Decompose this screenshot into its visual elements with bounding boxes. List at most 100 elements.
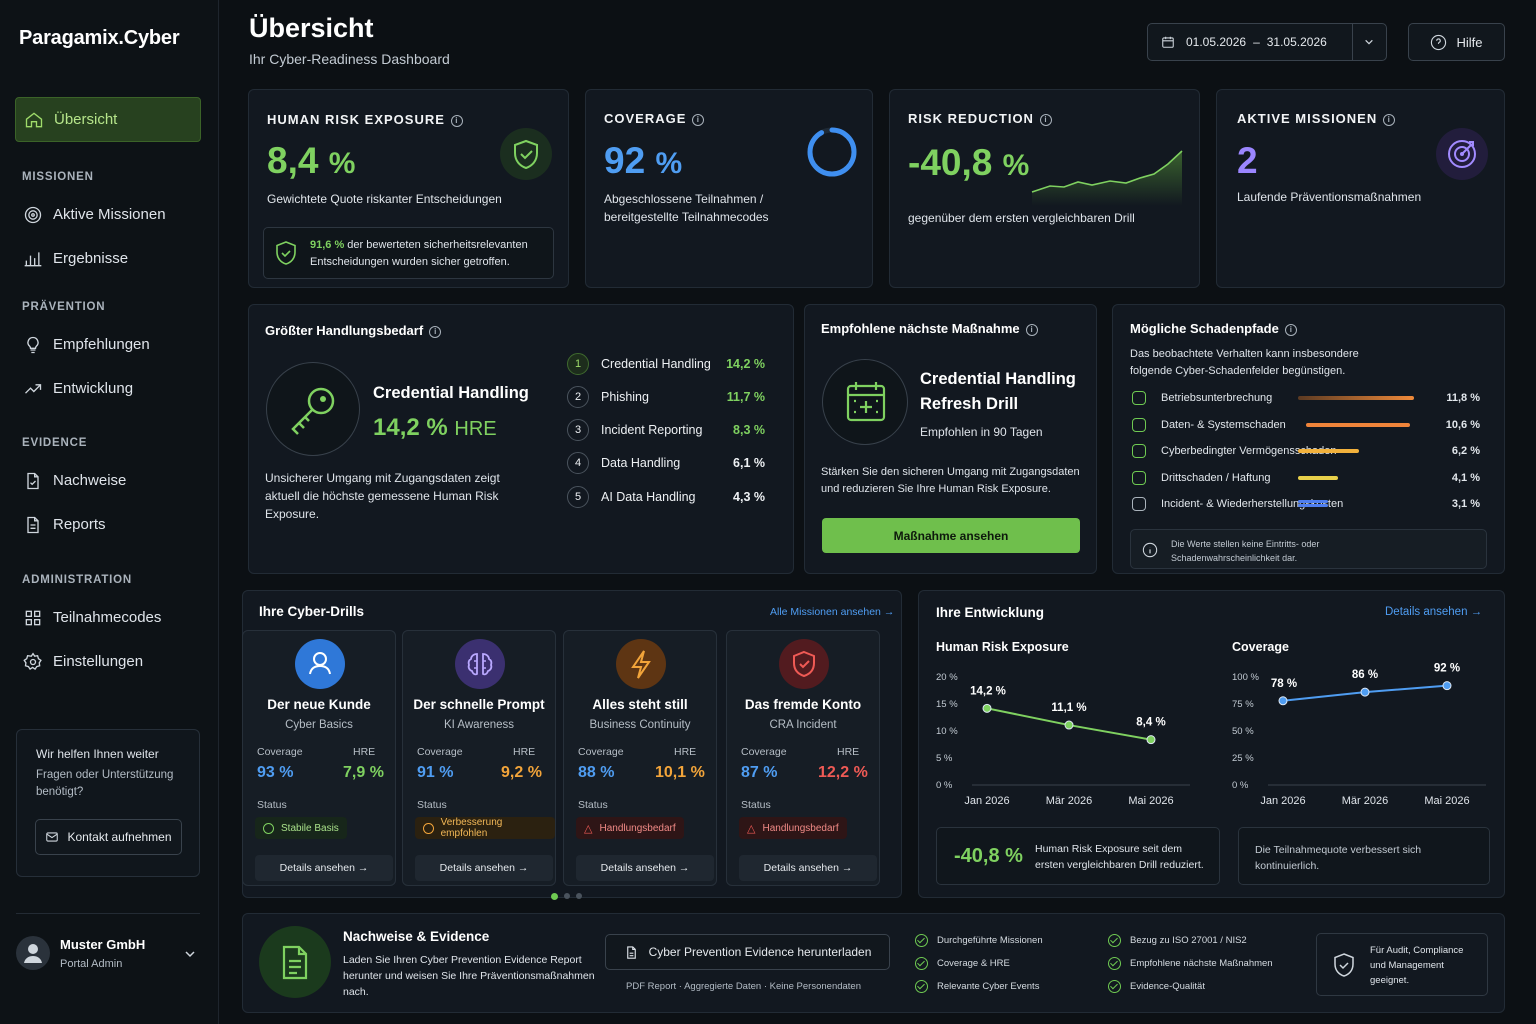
sidebar-item-active-missions[interactable]: Aktive Missionen: [15, 192, 201, 237]
kpi-hre-number: 8,4: [267, 140, 319, 181]
trend-details-link[interactable]: Details ansehen →: [1385, 606, 1483, 618]
chevron-down-icon[interactable]: [184, 948, 196, 960]
damage-item-name: Betriebsunterbrechung: [1161, 392, 1273, 404]
drill-details-button[interactable]: Details ansehen →: [739, 855, 877, 881]
sidebar-item-label: Entwicklung: [53, 380, 134, 397]
sidebar-item-settings[interactable]: Einstellungen: [15, 639, 201, 684]
view-measure-button[interactable]: Maßnahme ansehen: [822, 518, 1080, 553]
drill-details-button[interactable]: Details ansehen →: [415, 855, 553, 881]
evidence-title: Nachweise & Evidence: [343, 929, 490, 944]
info-icon[interactable]: i: [692, 114, 705, 126]
ranking-name: Data Handling: [601, 456, 681, 470]
sidebar-item-recommendations[interactable]: Empfehlungen: [15, 322, 201, 367]
damage-item-bar: [1298, 396, 1414, 400]
y-tick-label: 100 %: [1232, 672, 1259, 683]
mail-icon: [46, 832, 59, 842]
kpi-risk-value: -40,8 %: [908, 142, 1029, 184]
sidebar-item-development[interactable]: Entwicklung: [15, 366, 201, 411]
contact-button[interactable]: Kontakt aufnehmen: [35, 819, 182, 855]
ranking-item[interactable]: 1 Credential Handling 14,2 %: [567, 353, 765, 375]
x-tick-label: Mai 2026: [1424, 795, 1469, 807]
info-icon[interactable]: i: [1284, 324, 1297, 336]
carousel-dot[interactable]: [564, 893, 570, 899]
date-range-picker[interactable]: 01.05.2026 – 31.05.2026: [1147, 23, 1387, 61]
sidebar-section-administration: ADMINISTRATION: [22, 574, 133, 586]
next-measure-name: Credential Handling Refresh Drill: [920, 367, 1076, 417]
all-missions-link[interactable]: Alle Missionen ansehen →: [770, 606, 895, 618]
kpi-hre-value: 8,4 %: [267, 140, 355, 182]
drill-status-label: Status: [257, 799, 287, 811]
ranking-value: 8,3 %: [733, 423, 765, 437]
damage-item-bar: [1298, 500, 1328, 503]
drill-coverage-value: 93 %: [257, 764, 294, 781]
drill-details-button[interactable]: Details ansehen →: [255, 855, 393, 881]
y-tick-label: 20 %: [936, 672, 958, 683]
info-icon[interactable]: i: [1383, 114, 1396, 126]
chevron-down-icon: [1365, 39, 1373, 45]
ranking-item[interactable]: 5 AI Data Handling 4,3 %: [567, 486, 765, 508]
help-box: Wir helfen Ihnen weiter Fragen oder Unte…: [16, 729, 200, 877]
greatest-need-value: 14,2 % HRE: [373, 414, 497, 442]
kpi-coverage-unit: %: [655, 147, 683, 180]
report-icon: [27, 516, 39, 533]
drill-card[interactable]: Der neue Kunde Cyber Basics Coverage HRE…: [242, 630, 396, 886]
sidebar-item-reports[interactable]: Reports: [15, 502, 201, 547]
damage-item-value: 11,8 %: [1446, 392, 1480, 404]
kpi-coverage-desc-line2: bereitgestellte Teilnahmecodes: [604, 210, 769, 224]
data-label: 92 %: [1434, 663, 1460, 675]
drill-subtitle: Business Continuity: [589, 719, 691, 731]
evidence-desc-line3: nach.: [343, 986, 369, 998]
ranking-item[interactable]: 2 Phishing 11,7 %: [567, 386, 765, 408]
kpi-hre-title-text: HUMAN RISK EXPOSURE: [267, 112, 445, 127]
evidence-check-label: Relevante Cyber Events: [937, 981, 1040, 992]
document-check-icon: [27, 472, 39, 489]
avatar[interactable]: [16, 936, 50, 970]
carousel-dot-active[interactable]: [551, 893, 558, 900]
kpi-risk-title: RISK REDUCTION i: [908, 111, 1052, 126]
kpi-hre-note-line2: Entscheidungen wurden sicher getroffen.: [310, 256, 510, 268]
hre-trend-chart: Human Risk Exposure 20 % 15 % 10 % 5 % 0 % 14,…: [936, 640, 1190, 807]
download-evidence-label: Cyber Prevention Evidence herunterladen: [648, 945, 872, 959]
drill-card[interactable]: Alles steht still Business Continuity Co…: [563, 630, 717, 886]
drill-details-button[interactable]: Details ansehen →: [576, 855, 714, 881]
kpi-coverage-desc-line1: Abgeschlossene Teilnahmen /: [604, 192, 764, 206]
kpi-risk-number: -40,8: [908, 142, 993, 183]
ranking-item[interactable]: 3 Incident Reporting 8,3 %: [567, 419, 765, 441]
sidebar-item-participation-codes[interactable]: Teilnahmecodes: [15, 595, 201, 640]
drill-hre-label: HRE: [353, 746, 376, 758]
x-tick-label: Mai 2026: [1128, 795, 1173, 807]
info-icon[interactable]: i: [429, 326, 442, 338]
next-measure-name-line2: Refresh Drill: [920, 395, 1019, 413]
info-icon[interactable]: i: [450, 115, 463, 127]
sidebar-item-overview[interactable]: Übersicht: [15, 97, 201, 142]
status-badge: △ Handlungsbedarf: [576, 817, 684, 839]
sidebar-item-results[interactable]: Ergebnisse: [15, 236, 201, 281]
help-button[interactable]: Hilfe: [1408, 23, 1505, 61]
carousel-dot[interactable]: [576, 893, 582, 899]
info-icon[interactable]: i: [1039, 114, 1052, 126]
audit-badge: Für Audit, Compliance und Management geeig…: [1316, 933, 1488, 996]
drill-card[interactable]: Das fremde Konto CRA Incident Coverage H…: [726, 630, 880, 886]
data-label: 8,4 %: [1136, 717, 1165, 729]
download-evidence-button[interactable]: Cyber Prevention Evidence herunterladen: [605, 934, 890, 970]
help-box-text: Fragen oder Unterstützung benötigt?: [36, 769, 174, 798]
greatest-need-desc-line1: Unsicherer Umgang mit Zugangsdaten zeigt: [265, 471, 500, 485]
evidence-check-item: Coverage & HRE: [915, 957, 1010, 970]
status-badge-text: Stabile Basis: [281, 822, 339, 834]
y-tick-label: 25 %: [1232, 753, 1254, 764]
trend-coverage-summary-text: Die Teilnahmequote verbessert sich kontin…: [1255, 842, 1421, 874]
kpi-hre-note-text: der bewerteten sicherheitsrelevanten: [344, 239, 528, 251]
drill-hre-label: HRE: [837, 746, 860, 758]
drill-card[interactable]: Der schnelle Prompt KI Awareness Coverag…: [402, 630, 556, 886]
drill-hre-value: 7,9 %: [343, 764, 384, 781]
check-circle-icon: [915, 980, 928, 993]
damage-item: Betriebsunterbrechung 11,8 %: [1132, 389, 1482, 409]
user-role: Portal Admin: [60, 958, 123, 970]
next-measure-title: Empfohlene nächste Maßnahme i: [821, 321, 1038, 336]
ranking-name: Credential Handling: [601, 357, 711, 371]
sidebar-item-proofs[interactable]: Nachweise: [15, 458, 201, 503]
kpi-missions-title-text: AKTIVE MISSIONEN: [1237, 111, 1378, 126]
ranking-item[interactable]: 4 Data Handling 6,1 %: [567, 452, 765, 474]
evidence-check-item: Bezug zu ISO 27001 / NIS2: [1108, 934, 1247, 947]
info-icon[interactable]: i: [1025, 324, 1038, 336]
